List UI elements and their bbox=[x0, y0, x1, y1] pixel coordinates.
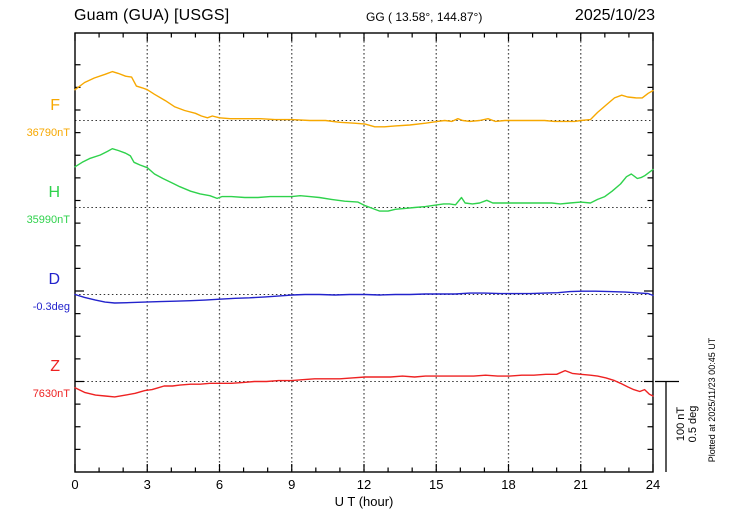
x-tick-label-6: 6 bbox=[215, 477, 224, 492]
trace-F bbox=[74, 70, 654, 128]
channel-baseline-value-H: 35990nT bbox=[26, 213, 70, 226]
plot-date: 2025/10/23 bbox=[574, 7, 655, 24]
x-tick-label-3: 3 bbox=[143, 477, 151, 492]
station-title: Guam (GUA) [USGS] bbox=[74, 7, 230, 24]
channel-letter-H: H bbox=[48, 183, 60, 201]
channel-letter-D: D bbox=[48, 270, 60, 288]
x-tick-label-21: 21 bbox=[573, 477, 588, 492]
x-tick-label-9: 9 bbox=[288, 477, 296, 492]
x-tick-label-15: 15 bbox=[429, 477, 444, 492]
channel-baseline-value-Z: 7630nT bbox=[32, 387, 70, 400]
scale-bar-deg: 0.5 deg bbox=[687, 405, 699, 443]
scale-bar-nt: 100 nT bbox=[675, 406, 687, 442]
channel-baseline-value-D: -0.3deg bbox=[32, 300, 70, 313]
x-tick-label-24: 24 bbox=[645, 477, 661, 492]
x-axis-title: U T (hour) bbox=[334, 494, 394, 509]
plotted-at-note: Plotted at 2025/11/23 00:45 UT bbox=[707, 337, 717, 463]
x-tick-label-18: 18 bbox=[501, 477, 516, 492]
scale-bar-label: 100 nT 0.5 deg bbox=[675, 354, 699, 494]
channel-baseline-value-F: 36790nT bbox=[26, 126, 70, 139]
x-tick-label-12: 12 bbox=[356, 477, 372, 492]
trace-D bbox=[74, 290, 654, 304]
trace-H bbox=[74, 147, 654, 212]
trace-Z bbox=[74, 369, 654, 398]
x-tick-label-0: 0 bbox=[71, 477, 79, 492]
station-coordinates: GG ( 13.58°, 144.87°) bbox=[366, 10, 483, 24]
channel-letter-Z: Z bbox=[50, 357, 60, 375]
channel-letter-F: F bbox=[50, 96, 60, 114]
